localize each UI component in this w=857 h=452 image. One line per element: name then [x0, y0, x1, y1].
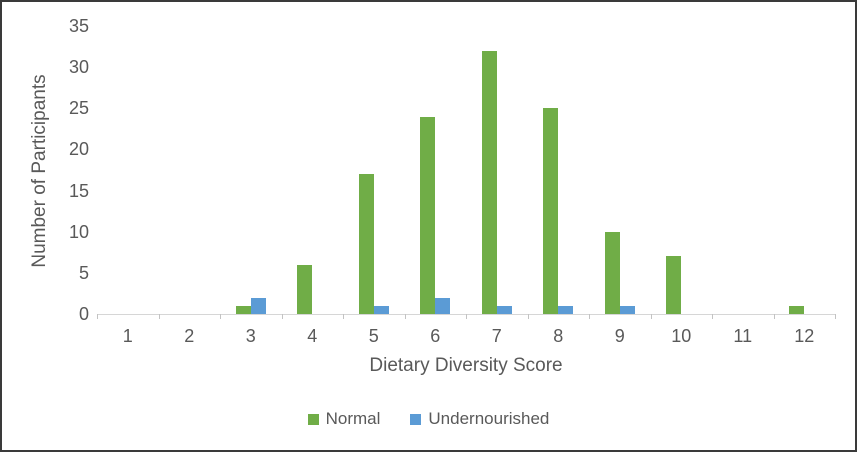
plot-area	[97, 26, 835, 314]
x-tick-label-7: 7	[491, 326, 502, 346]
x-tick-label-5: 5	[368, 326, 379, 346]
x-tick-label-12: 12	[794, 326, 815, 346]
bar-normal-score-7	[481, 51, 497, 314]
x-tick-label-2: 2	[184, 326, 195, 346]
y-tick-label-5: 5	[78, 262, 89, 283]
x-axis-tick-mark	[404, 314, 406, 319]
bar-undernourished-score-7	[496, 306, 512, 314]
legend-label: Undernourished	[428, 409, 550, 428]
y-tick-label-0: 0	[78, 304, 89, 324]
y-tick-label-10: 10	[68, 221, 89, 242]
bar-normal-score-5	[358, 174, 374, 314]
y-tick-label-20: 20	[68, 139, 89, 160]
x-axis-tick-mark	[466, 314, 467, 319]
x-axis-tick-mark	[589, 314, 590, 319]
bar-normal-score-6	[420, 117, 436, 314]
x-tick-label-9: 9	[614, 326, 625, 346]
x-axis-title: Dietary Diversity Score	[369, 355, 563, 376]
y-axis-title: Number of Participants	[29, 74, 50, 268]
y-tick-label-15: 15	[68, 180, 89, 201]
bar-undernourished-score-5	[373, 306, 389, 314]
legend-swatch-icon	[307, 413, 319, 425]
bar-normal-score-9	[604, 232, 620, 314]
legend: Normal Undernourished	[2, 409, 855, 429]
x-axis-tick-mark	[650, 314, 652, 319]
y-tick-label-25: 25	[68, 98, 89, 119]
y-tick-label-30: 30	[68, 57, 89, 78]
legend-item-normal: Normal	[307, 409, 381, 429]
x-axis-tick-mark	[712, 314, 713, 319]
bar-normal-score-8	[543, 108, 559, 314]
x-axis-tick-mark	[220, 314, 221, 319]
x-tick-label-8: 8	[553, 326, 564, 346]
x-axis-tick-mark	[343, 314, 344, 319]
bar-undernourished-score-6	[435, 298, 451, 314]
bar-undernourished-score-9	[619, 306, 635, 314]
x-tick-label-6: 6	[430, 326, 441, 346]
bar-normal-score-4	[297, 265, 313, 314]
x-axis-tick-mark	[527, 314, 529, 319]
x-tick-label-1: 1	[122, 326, 133, 346]
bar-normal-score-10	[666, 256, 682, 314]
x-tick-label-3: 3	[245, 326, 256, 346]
x-tick-label-10: 10	[671, 326, 692, 346]
x-axis-tick-mark	[835, 314, 836, 319]
legend-swatch-icon	[410, 413, 422, 425]
x-axis-tick-mark	[97, 314, 98, 319]
x-axis-tick-mark	[158, 314, 160, 319]
bar-undernourished-score-3	[250, 298, 266, 314]
bar-normal-score-3	[235, 306, 251, 314]
legend-label: Normal	[325, 409, 381, 428]
x-axis-tick-mark	[773, 314, 775, 319]
legend-item-undernourished: Undernourished	[410, 409, 549, 429]
y-tick-label-35: 35	[68, 16, 89, 36]
x-tick-label-4: 4	[307, 326, 318, 346]
x-tick-label-11: 11	[733, 326, 753, 346]
bar-normal-score-12	[789, 306, 805, 314]
x-axis-tick-mark	[281, 314, 283, 319]
bar-undernourished-score-8	[558, 306, 574, 314]
